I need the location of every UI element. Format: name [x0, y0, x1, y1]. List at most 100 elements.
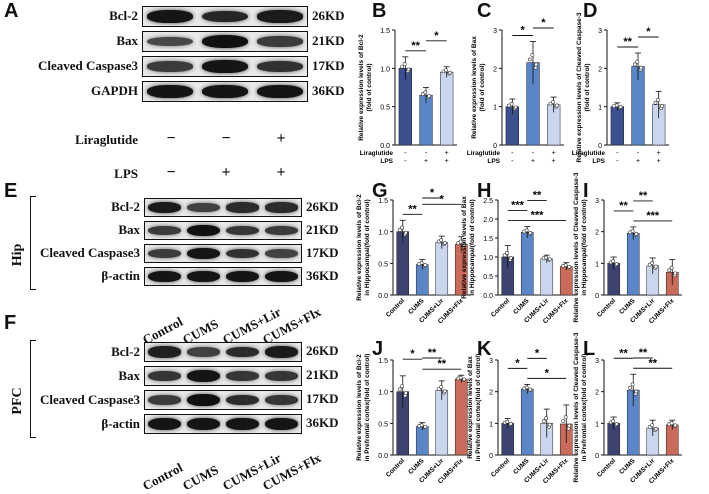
blot-kd-label: 21KD: [306, 221, 339, 237]
blot-band: [187, 270, 220, 283]
x-tick-label: Control: [596, 457, 617, 478]
y-axis-label-line: Relative expression levels of Bax: [471, 36, 478, 139]
treatment-sign: -: [616, 150, 619, 157]
significance-label: *: [646, 26, 651, 38]
data-point: [673, 423, 678, 428]
y-axis-label-line: in Hippocampal(fold of control): [469, 199, 476, 295]
y-tick-label: 1: [489, 421, 493, 428]
y-axis-label-line: Relative expression levels of Bax: [467, 356, 474, 459]
panel-letter-e: E: [4, 180, 18, 202]
data-point: [547, 422, 552, 427]
blot-band: [226, 270, 259, 283]
data-point: [533, 65, 538, 70]
data-point: [650, 423, 655, 428]
blot-band: [148, 418, 181, 430]
data-point: [669, 421, 674, 426]
blot-band: [226, 370, 259, 382]
data-point: [653, 426, 658, 431]
significance-label: **: [639, 190, 648, 202]
y-tick-label: 0.5: [380, 105, 390, 112]
data-point: [528, 230, 533, 235]
blot-band: [187, 418, 220, 430]
y-tick-label: 2.5: [483, 198, 493, 205]
blot-kd-label: 21KD: [306, 367, 339, 382]
blot-band: [147, 61, 194, 72]
y-tick-label: 0: [595, 293, 599, 300]
blot-band: [226, 225, 259, 236]
blot-band: [187, 347, 220, 357]
treatment-sign: −: [221, 130, 231, 147]
y-tick-label: 0.5: [378, 421, 388, 428]
y-axis-label: Relative expression levels of Bcl-2in Pr…: [356, 354, 371, 462]
treatment-sign: -: [637, 150, 640, 157]
blot-row-label: GAPDH: [91, 83, 138, 99]
panel-letter-l: L: [583, 338, 596, 360]
y-tick-label: 1.0: [380, 66, 390, 73]
blot-row-label: Bcl-2: [109, 8, 138, 24]
panel-letter-a: A: [4, 0, 19, 22]
bar: [435, 390, 449, 456]
data-point: [614, 262, 619, 266]
blot-band: [202, 10, 248, 23]
blot-row-label: Cleaved Caspase3: [37, 58, 138, 74]
data-point: [656, 98, 660, 102]
data-point: [673, 271, 678, 276]
data-point: [653, 264, 658, 269]
treatment-sign: +: [445, 150, 449, 157]
blot-band: [187, 203, 220, 212]
treatment-sign: +: [276, 130, 286, 147]
blot-band: [256, 85, 303, 98]
data-point: [635, 59, 640, 64]
panel-letter-f: F: [4, 312, 17, 334]
data-point: [403, 230, 408, 235]
data-point: [423, 90, 428, 95]
data-point: [513, 105, 518, 110]
blot-band: [187, 370, 220, 382]
bar: [520, 232, 534, 296]
treatment-sign: +: [636, 158, 640, 165]
significance-label: **: [411, 40, 420, 52]
data-point: [567, 423, 572, 428]
y-axis-label: Relative expression levels of Baxin Hipp…: [461, 196, 476, 299]
blot-kd-label: 36KD: [306, 415, 339, 430]
blot-band: [187, 224, 220, 237]
data-point: [544, 416, 549, 421]
blot-strip: [142, 6, 308, 27]
blot-band: [226, 248, 259, 259]
blot-row-label: Bax: [118, 367, 140, 383]
significance-label: *: [541, 17, 546, 29]
x-tick-label: Control: [596, 297, 617, 318]
blot-band: [265, 202, 298, 213]
data-point: [563, 415, 568, 420]
data-point: [632, 62, 637, 67]
significance-label: *: [430, 187, 435, 199]
significance-label: ***: [511, 200, 525, 212]
data-point: [618, 105, 623, 109]
region-label: Hip: [10, 243, 25, 267]
y-tick-label: 3: [489, 358, 493, 365]
region-bracket: [30, 196, 36, 290]
blot-kd-label: 36KD: [312, 82, 345, 98]
y-tick-label: 0: [595, 453, 599, 460]
y-tick-label: 0: [598, 143, 602, 150]
x-tick-label: Control: [490, 457, 511, 478]
chart-h: 0.0 0.5 1.0 1.5 2.0 2.5 Relative expression le…: [461, 190, 576, 325]
chart-d: 0 1 2 3 Relative expression levels of Cleave…: [572, 12, 669, 165]
bar: [440, 71, 454, 146]
treatment-sign: -: [404, 150, 407, 157]
blot-kd-label: 17KD: [306, 391, 339, 406]
treatment-sign: +: [552, 150, 556, 157]
bar: [559, 266, 573, 296]
treatment-label: LPS: [114, 166, 138, 181]
data-point: [611, 419, 616, 423]
data-point: [567, 264, 572, 269]
blot-kd-label: 36KD: [306, 267, 339, 283]
data-point: [423, 263, 428, 267]
data-point: [427, 93, 432, 98]
data-point: [527, 57, 532, 62]
y-tick-label: 0: [493, 143, 497, 150]
bar: [415, 426, 429, 456]
blot-band: [187, 393, 220, 407]
data-point: [406, 67, 411, 72]
y-axis-label-line: Relative expression levels of Cleaved Ca…: [573, 172, 580, 322]
